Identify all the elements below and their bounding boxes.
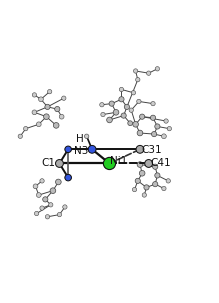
Circle shape: [88, 145, 96, 153]
Ellipse shape: [56, 161, 63, 166]
Circle shape: [24, 126, 28, 131]
Circle shape: [107, 117, 112, 123]
Circle shape: [137, 162, 143, 167]
Circle shape: [137, 99, 141, 104]
Ellipse shape: [65, 147, 71, 152]
Circle shape: [109, 101, 114, 106]
Text: C31: C31: [141, 145, 162, 155]
Circle shape: [40, 206, 44, 210]
Circle shape: [32, 93, 37, 97]
Circle shape: [128, 121, 132, 126]
Ellipse shape: [65, 175, 71, 180]
Circle shape: [85, 134, 89, 138]
Circle shape: [101, 112, 105, 117]
Circle shape: [155, 173, 160, 178]
Circle shape: [151, 102, 155, 106]
Circle shape: [45, 215, 50, 219]
Circle shape: [100, 102, 104, 107]
Circle shape: [133, 122, 138, 127]
Circle shape: [161, 134, 166, 139]
Circle shape: [119, 97, 124, 102]
Circle shape: [65, 174, 71, 181]
Circle shape: [144, 185, 149, 190]
Text: H: H: [76, 134, 84, 144]
Circle shape: [49, 203, 53, 207]
Circle shape: [40, 179, 44, 183]
Circle shape: [36, 122, 41, 127]
Circle shape: [48, 89, 52, 94]
Circle shape: [155, 67, 160, 71]
Circle shape: [145, 160, 153, 167]
Circle shape: [136, 145, 144, 153]
Ellipse shape: [88, 146, 96, 152]
Circle shape: [135, 178, 140, 184]
Circle shape: [153, 164, 158, 169]
Text: C41: C41: [150, 158, 171, 168]
Circle shape: [43, 197, 48, 202]
Circle shape: [55, 106, 60, 112]
Circle shape: [45, 104, 50, 109]
Circle shape: [136, 78, 140, 82]
Circle shape: [103, 157, 116, 170]
Circle shape: [140, 114, 145, 119]
Circle shape: [139, 170, 145, 176]
Text: N3: N3: [74, 146, 88, 156]
Circle shape: [162, 186, 166, 191]
Circle shape: [133, 69, 138, 73]
Circle shape: [129, 108, 133, 112]
Circle shape: [33, 184, 38, 189]
Circle shape: [132, 188, 137, 192]
Text: Ni1: Ni1: [110, 156, 127, 166]
Circle shape: [53, 122, 59, 128]
Circle shape: [62, 96, 66, 100]
Circle shape: [167, 126, 171, 131]
Ellipse shape: [145, 161, 152, 166]
Circle shape: [152, 132, 157, 137]
Circle shape: [137, 130, 143, 136]
Circle shape: [56, 179, 61, 185]
Circle shape: [63, 205, 67, 209]
Circle shape: [34, 211, 39, 216]
Circle shape: [65, 146, 71, 153]
Circle shape: [119, 87, 124, 92]
Circle shape: [147, 71, 151, 75]
Ellipse shape: [136, 147, 144, 152]
Circle shape: [50, 188, 56, 194]
Circle shape: [18, 134, 23, 138]
Circle shape: [155, 124, 160, 129]
Circle shape: [131, 91, 136, 95]
Circle shape: [113, 109, 119, 115]
Circle shape: [150, 115, 156, 120]
Circle shape: [166, 179, 170, 183]
Circle shape: [56, 160, 63, 167]
Circle shape: [124, 104, 129, 109]
Circle shape: [164, 119, 168, 123]
Circle shape: [153, 181, 158, 187]
Circle shape: [39, 97, 43, 102]
Circle shape: [121, 113, 126, 118]
Circle shape: [57, 212, 62, 217]
Circle shape: [142, 193, 147, 197]
Ellipse shape: [104, 159, 115, 168]
Circle shape: [32, 110, 37, 115]
Circle shape: [44, 114, 49, 119]
Circle shape: [59, 114, 64, 119]
Text: C1: C1: [41, 158, 55, 168]
Circle shape: [36, 193, 41, 198]
